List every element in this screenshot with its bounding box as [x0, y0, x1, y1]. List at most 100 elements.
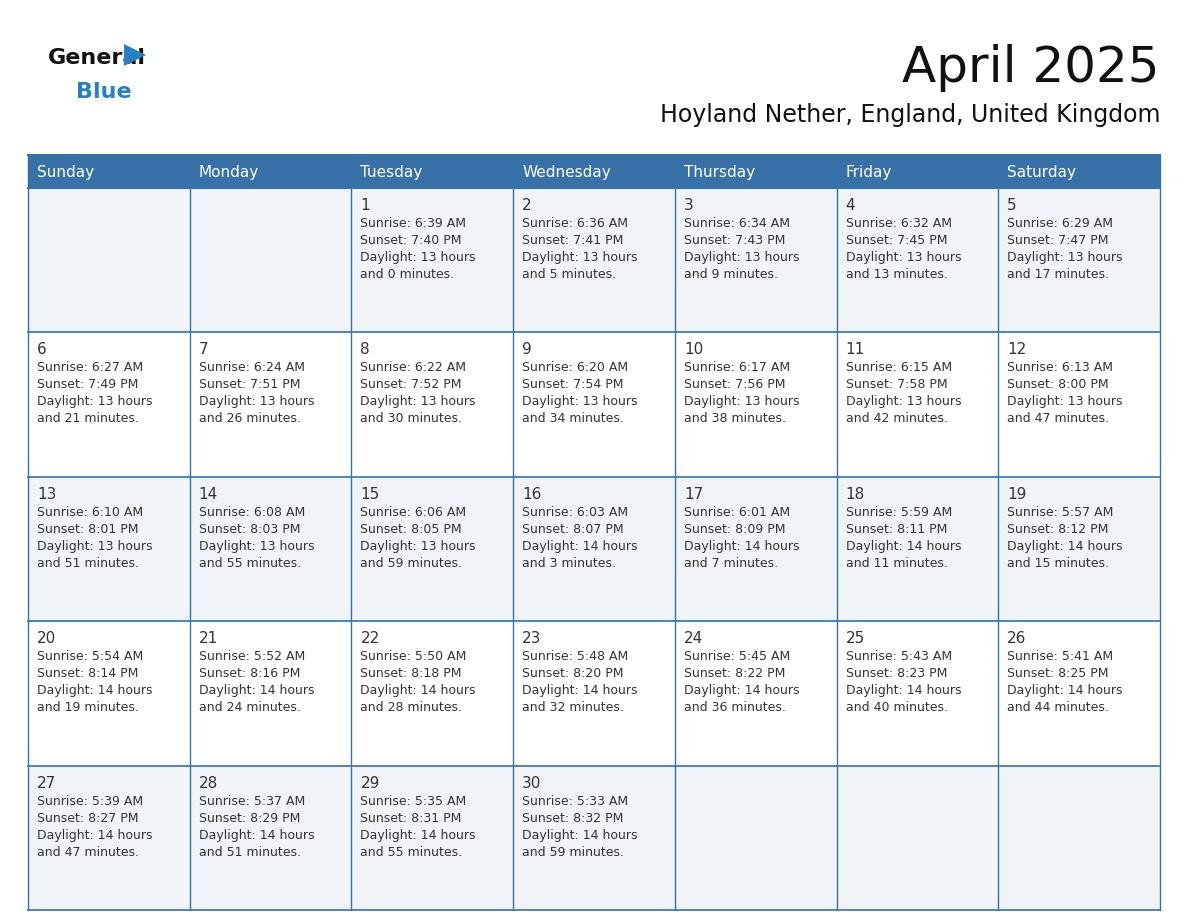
Text: Sunset: 7:58 PM: Sunset: 7:58 PM	[846, 378, 947, 391]
Text: 23: 23	[523, 632, 542, 646]
Text: Sunrise: 6:15 AM: Sunrise: 6:15 AM	[846, 362, 952, 375]
Text: Daylight: 14 hours: Daylight: 14 hours	[523, 829, 638, 842]
Text: Sunrise: 6:29 AM: Sunrise: 6:29 AM	[1007, 217, 1113, 230]
Bar	[836, 476, 998, 621]
Text: General: General	[48, 48, 146, 68]
Text: Friday: Friday	[846, 165, 892, 180]
Text: and 55 minutes.: and 55 minutes.	[360, 845, 462, 858]
Text: Daylight: 13 hours: Daylight: 13 hours	[360, 396, 476, 409]
Text: Sunrise: 6:06 AM: Sunrise: 6:06 AM	[360, 506, 467, 519]
Text: 21: 21	[198, 632, 217, 646]
Text: Sunrise: 5:52 AM: Sunrise: 5:52 AM	[198, 650, 305, 663]
Text: Sunrise: 5:33 AM: Sunrise: 5:33 AM	[523, 795, 628, 808]
Text: and 21 minutes.: and 21 minutes.	[37, 412, 139, 425]
Text: Sunrise: 6:24 AM: Sunrise: 6:24 AM	[198, 362, 304, 375]
Text: 25: 25	[846, 632, 865, 646]
Bar	[513, 155, 675, 188]
Bar	[998, 155, 1159, 188]
Text: Tuesday: Tuesday	[360, 165, 423, 180]
Text: 24: 24	[684, 632, 703, 646]
Text: 7: 7	[198, 342, 208, 357]
Text: and 47 minutes.: and 47 minutes.	[1007, 412, 1110, 425]
Bar	[29, 621, 190, 766]
Bar	[998, 621, 1159, 766]
Text: 9: 9	[523, 342, 532, 357]
Bar	[998, 332, 1159, 476]
Text: Daylight: 14 hours: Daylight: 14 hours	[523, 540, 638, 553]
Bar	[675, 155, 836, 188]
Text: Daylight: 14 hours: Daylight: 14 hours	[198, 684, 314, 697]
Text: Sunset: 8:00 PM: Sunset: 8:00 PM	[1007, 378, 1108, 391]
Text: Sunrise: 5:48 AM: Sunrise: 5:48 AM	[523, 650, 628, 663]
Text: Daylight: 14 hours: Daylight: 14 hours	[1007, 540, 1123, 553]
Text: Daylight: 14 hours: Daylight: 14 hours	[1007, 684, 1123, 697]
Text: 11: 11	[846, 342, 865, 357]
Text: Daylight: 14 hours: Daylight: 14 hours	[684, 540, 800, 553]
Text: and 38 minutes.: and 38 minutes.	[684, 412, 785, 425]
Text: Sunset: 7:47 PM: Sunset: 7:47 PM	[1007, 234, 1108, 247]
Text: and 26 minutes.: and 26 minutes.	[198, 412, 301, 425]
Bar	[513, 621, 675, 766]
Text: Sunrise: 6:27 AM: Sunrise: 6:27 AM	[37, 362, 143, 375]
Text: and 7 minutes.: and 7 minutes.	[684, 557, 778, 570]
Text: and 44 minutes.: and 44 minutes.	[1007, 701, 1110, 714]
Text: 17: 17	[684, 487, 703, 502]
Text: Sunrise: 6:03 AM: Sunrise: 6:03 AM	[523, 506, 628, 519]
Text: 1: 1	[360, 198, 369, 213]
Text: and 51 minutes.: and 51 minutes.	[198, 845, 301, 858]
Bar	[675, 621, 836, 766]
Bar	[190, 621, 352, 766]
Text: Daylight: 13 hours: Daylight: 13 hours	[37, 396, 152, 409]
Text: Sunset: 8:23 PM: Sunset: 8:23 PM	[846, 667, 947, 680]
Text: and 13 minutes.: and 13 minutes.	[846, 268, 948, 281]
Text: Daylight: 13 hours: Daylight: 13 hours	[846, 396, 961, 409]
Text: 18: 18	[846, 487, 865, 502]
Bar	[29, 332, 190, 476]
Bar	[352, 332, 513, 476]
Text: Sunrise: 6:08 AM: Sunrise: 6:08 AM	[198, 506, 305, 519]
Text: Hoyland Nether, England, United Kingdom: Hoyland Nether, England, United Kingdom	[659, 103, 1159, 127]
Text: and 47 minutes.: and 47 minutes.	[37, 845, 139, 858]
Text: Daylight: 13 hours: Daylight: 13 hours	[846, 251, 961, 264]
Text: Sunrise: 6:10 AM: Sunrise: 6:10 AM	[37, 506, 143, 519]
Text: and 36 minutes.: and 36 minutes.	[684, 701, 785, 714]
Text: Sunrise: 6:34 AM: Sunrise: 6:34 AM	[684, 217, 790, 230]
Text: Daylight: 14 hours: Daylight: 14 hours	[846, 684, 961, 697]
Text: 26: 26	[1007, 632, 1026, 646]
Text: and 24 minutes.: and 24 minutes.	[198, 701, 301, 714]
Text: Sunset: 8:18 PM: Sunset: 8:18 PM	[360, 667, 462, 680]
Text: Sunset: 7:45 PM: Sunset: 7:45 PM	[846, 234, 947, 247]
Text: 4: 4	[846, 198, 855, 213]
Text: and 9 minutes.: and 9 minutes.	[684, 268, 778, 281]
Text: Sunset: 8:16 PM: Sunset: 8:16 PM	[198, 667, 301, 680]
Text: Sunrise: 5:39 AM: Sunrise: 5:39 AM	[37, 795, 143, 808]
Text: Sunset: 8:25 PM: Sunset: 8:25 PM	[1007, 667, 1108, 680]
Text: Sunset: 7:52 PM: Sunset: 7:52 PM	[360, 378, 462, 391]
Text: and 40 minutes.: and 40 minutes.	[846, 701, 948, 714]
Bar	[352, 766, 513, 910]
Text: Sunset: 7:56 PM: Sunset: 7:56 PM	[684, 378, 785, 391]
Bar	[998, 188, 1159, 332]
Text: Daylight: 13 hours: Daylight: 13 hours	[37, 540, 152, 553]
Text: Sunrise: 5:59 AM: Sunrise: 5:59 AM	[846, 506, 952, 519]
Bar	[836, 188, 998, 332]
Text: Sunrise: 5:41 AM: Sunrise: 5:41 AM	[1007, 650, 1113, 663]
Text: Sunset: 8:32 PM: Sunset: 8:32 PM	[523, 812, 624, 824]
Text: Sunset: 7:54 PM: Sunset: 7:54 PM	[523, 378, 624, 391]
Text: Sunset: 8:29 PM: Sunset: 8:29 PM	[198, 812, 301, 824]
Text: Sunset: 8:20 PM: Sunset: 8:20 PM	[523, 667, 624, 680]
Text: 22: 22	[360, 632, 380, 646]
Text: and 15 minutes.: and 15 minutes.	[1007, 557, 1110, 570]
Text: 28: 28	[198, 776, 217, 790]
Text: and 19 minutes.: and 19 minutes.	[37, 701, 139, 714]
Text: Sunset: 8:01 PM: Sunset: 8:01 PM	[37, 522, 139, 536]
Text: and 0 minutes.: and 0 minutes.	[360, 268, 455, 281]
Text: Daylight: 13 hours: Daylight: 13 hours	[198, 396, 314, 409]
Text: Daylight: 13 hours: Daylight: 13 hours	[684, 396, 800, 409]
Text: Wednesday: Wednesday	[523, 165, 611, 180]
Bar	[29, 155, 190, 188]
Bar	[190, 476, 352, 621]
Text: Sunrise: 5:43 AM: Sunrise: 5:43 AM	[846, 650, 952, 663]
Text: 5: 5	[1007, 198, 1017, 213]
Bar	[836, 332, 998, 476]
